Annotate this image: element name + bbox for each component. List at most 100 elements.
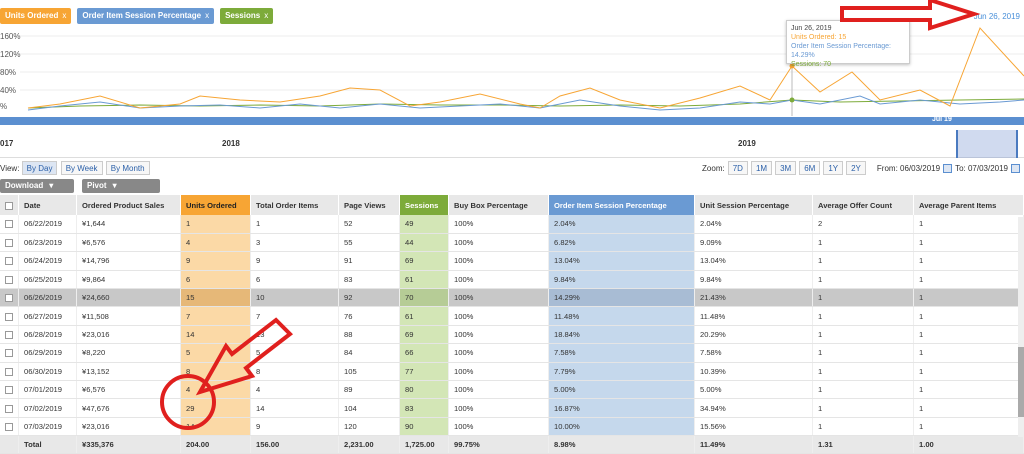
- table-cell: 13.04%: [548, 251, 695, 271]
- column-header[interactable]: Date: [18, 195, 77, 215]
- year-label: 2019: [738, 139, 756, 148]
- close-icon[interactable]: x: [205, 11, 210, 20]
- checkbox-icon[interactable]: [5, 367, 13, 376]
- navigator-timeline[interactable]: 017 2018 2019: [0, 126, 1024, 158]
- checkbox-icon[interactable]: [5, 386, 13, 395]
- zoom-7d-button[interactable]: 7D: [727, 161, 748, 175]
- scrollbar-thumb[interactable]: [1018, 347, 1024, 417]
- table-cell: 5: [180, 343, 251, 363]
- close-icon[interactable]: x: [264, 11, 269, 20]
- table-cell: 06/22/2019: [18, 215, 77, 234]
- column-header[interactable]: Unit Session Percentage: [694, 195, 813, 215]
- table-cell: 1: [913, 215, 1024, 234]
- close-icon[interactable]: x: [62, 11, 67, 20]
- row-select-cell[interactable]: [0, 215, 19, 234]
- column-header[interactable]: Ordered Product Sales: [76, 195, 181, 215]
- pivot-dropdown[interactable]: Pivot ▾: [82, 179, 160, 193]
- column-header[interactable]: Units Ordered: [180, 195, 251, 215]
- row-select-cell[interactable]: [0, 398, 19, 418]
- navigator-range-handle[interactable]: [956, 130, 1018, 158]
- table-row[interactable]: 06/25/2019 ¥9,864 6 6 83 61 100% 9.84% 9.84% 1 1: [0, 270, 1024, 290]
- pivot-label: Pivot: [87, 181, 107, 190]
- table-row[interactable]: 06/26/2019 ¥24,660 15 10 92 70 100% 14.29% 21.43…: [0, 288, 1024, 308]
- checkbox-icon[interactable]: [5, 294, 13, 303]
- row-select-cell[interactable]: [0, 270, 19, 290]
- column-header[interactable]: Sessions: [399, 195, 449, 215]
- legend-tag[interactable]: Sessions x: [220, 8, 274, 24]
- zoom-3m-button[interactable]: 3M: [775, 161, 797, 175]
- checkbox-icon[interactable]: [5, 239, 13, 248]
- row-select-cell[interactable]: [0, 325, 19, 345]
- total-cell: ¥335,376: [76, 435, 181, 454]
- navigator-date-label: Jul 19: [932, 116, 952, 123]
- checkbox-icon[interactable]: [5, 201, 13, 210]
- table-cell: 4: [180, 233, 251, 253]
- column-header[interactable]: Buy Box Percentage: [448, 195, 549, 215]
- calendar-icon[interactable]: [1011, 163, 1020, 173]
- table-cell: 1: [913, 417, 1024, 437]
- table-cell: 1: [812, 398, 914, 418]
- table-cell: 15: [180, 288, 251, 308]
- table-row[interactable]: 07/01/2019 ¥6,576 4 4 89 80 100% 5.00% 5.00% 1 1: [0, 380, 1024, 400]
- row-select-cell[interactable]: [0, 362, 19, 382]
- table-row[interactable]: 06/23/2019 ¥6,576 4 3 55 44 100% 6.82% 9.09% 1 1: [0, 233, 1024, 253]
- table-cell: 83: [399, 398, 449, 418]
- column-header[interactable]: Average Offer Count: [812, 195, 914, 215]
- column-header[interactable]: Order Item Session Percentage: [548, 195, 695, 215]
- table-cell: 77: [399, 362, 449, 382]
- view-by-week-button[interactable]: By Week: [60, 161, 103, 175]
- row-select-cell[interactable]: [0, 306, 19, 326]
- checkbox-icon[interactable]: [5, 312, 13, 321]
- checkbox-icon[interactable]: [5, 404, 13, 413]
- zoom-2y-button[interactable]: 2Y: [846, 161, 866, 175]
- checkbox-icon[interactable]: [5, 422, 13, 431]
- row-select-cell[interactable]: [0, 251, 19, 271]
- table-cell: 1: [913, 325, 1024, 345]
- to-date[interactable]: To: 07/03/2019: [955, 163, 1008, 173]
- table-scrollbar[interactable]: [1018, 217, 1024, 437]
- table-cell: 92: [338, 288, 400, 308]
- row-select-cell[interactable]: [0, 233, 19, 253]
- zoom-6m-button[interactable]: 6M: [799, 161, 821, 175]
- row-select-cell[interactable]: [0, 380, 19, 400]
- table-row[interactable]: 06/30/2019 ¥13,152 8 8 105 77 100% 7.79% 10.39% 1…: [0, 362, 1024, 382]
- table-cell: 100%: [448, 306, 549, 326]
- row-select-cell[interactable]: [0, 417, 19, 437]
- row-select-cell[interactable]: [0, 343, 19, 363]
- tooltip-ois: Order Item Session Percentage: 14.29%: [791, 43, 891, 59]
- view-by-day-button[interactable]: By Day: [21, 161, 58, 175]
- table-row[interactable]: 07/02/2019 ¥47,676 29 14 104 83 100% 16.87% 34.9…: [0, 398, 1024, 418]
- table-cell: 29: [180, 398, 251, 418]
- zoom-1y-button[interactable]: 1Y: [823, 161, 844, 175]
- table-row[interactable]: 07/03/2019 ¥23,016 14 9 120 90 100% 10.00% 15.56…: [0, 417, 1024, 437]
- zoom-1m-button[interactable]: 1M: [750, 161, 773, 175]
- legend-tag[interactable]: Order Item Session Percentage x: [77, 8, 215, 24]
- checkbox-icon[interactable]: [5, 257, 13, 266]
- navigator-scrollbar[interactable]: [0, 117, 1024, 125]
- table-row[interactable]: 06/22/2019 ¥1,644 1 1 52 49 100% 2.04% 2.04% 2 1: [0, 215, 1024, 234]
- legend-tag[interactable]: Units Ordered x: [0, 8, 72, 24]
- calendar-icon[interactable]: [943, 163, 953, 173]
- column-header[interactable]: Page Views: [338, 195, 400, 215]
- checkbox-icon[interactable]: [5, 275, 13, 284]
- row-select-cell[interactable]: [0, 288, 19, 308]
- select-all-header[interactable]: [0, 195, 19, 215]
- table-row[interactable]: 06/24/2019 ¥14,796 9 9 91 69 100% 13.04% 13.04% 1…: [0, 251, 1024, 271]
- table-cell: 44: [399, 233, 449, 253]
- from-date[interactable]: From: 06/03/2019: [876, 163, 941, 173]
- table-row[interactable]: 06/29/2019 ¥8,220 5 5 84 66 100% 7.58% 7.58% 1 1: [0, 343, 1024, 363]
- checkbox-icon[interactable]: [5, 331, 13, 340]
- table-cell: 7: [180, 306, 251, 326]
- checkbox-icon[interactable]: [5, 220, 13, 229]
- table-cell: 100%: [448, 398, 549, 418]
- checkbox-icon[interactable]: [5, 349, 13, 358]
- table-row[interactable]: 06/28/2019 ¥23,016 14 13 88 69 100% 18.84% 20.29…: [0, 325, 1024, 345]
- table-header-row: Date Ordered Product Sales Units Ordered…: [0, 195, 1024, 215]
- download-dropdown[interactable]: Download ▾: [0, 179, 74, 193]
- table-cell: 07/01/2019: [18, 380, 77, 400]
- view-by-month-button[interactable]: By Month: [105, 161, 150, 175]
- table-cell: 11.48%: [694, 306, 813, 326]
- column-header[interactable]: Total Order Items: [250, 195, 339, 215]
- column-header[interactable]: Average Parent Items: [913, 195, 1024, 215]
- table-row[interactable]: 06/27/2019 ¥11,508 7 7 76 61 100% 11.48% 11.48% 1…: [0, 306, 1024, 326]
